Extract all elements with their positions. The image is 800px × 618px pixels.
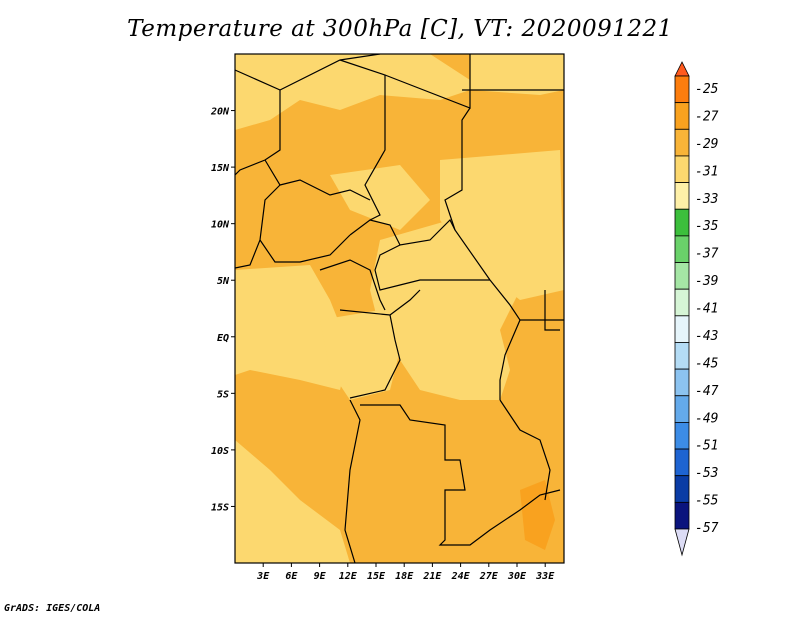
lon-tick-label: 12E xyxy=(339,571,358,582)
colorbar-segment xyxy=(674,75,690,104)
colorbar-label: -43 xyxy=(695,329,718,344)
colorbar-segment xyxy=(674,475,690,503)
lat-tick-label: 5S xyxy=(217,389,229,400)
colorbar-bottom-arrow xyxy=(674,528,690,557)
colorbar-segment xyxy=(674,262,690,290)
map-frame xyxy=(234,53,565,564)
lat-tick-label: 10N xyxy=(211,220,230,231)
lon-tick-label: 15E xyxy=(367,571,386,582)
lon-tick-label: 21E xyxy=(422,571,442,582)
colorbar-segment xyxy=(674,182,690,210)
colorbar-segment xyxy=(674,342,690,370)
colorbar-segment xyxy=(674,235,690,263)
colorbar-label: -35 xyxy=(695,219,719,234)
lon-tick-label: 9E xyxy=(314,571,327,582)
lat-tick-label: 15N xyxy=(211,163,230,174)
colorbar-label: -27 xyxy=(695,109,719,124)
colorbar-label: -31 xyxy=(695,164,718,179)
colorbar-label: -39 xyxy=(695,274,718,289)
longitude-axis: 3E 6E 9E 12E 15E 18E 21E 24E 27E 30E 33E xyxy=(256,563,555,582)
lon-tick-label: 30E xyxy=(507,571,527,582)
colorbar-segment xyxy=(674,288,690,317)
colorbar-segment xyxy=(674,155,690,183)
country-borders xyxy=(235,54,564,563)
colorbar-label: -41 xyxy=(695,302,718,317)
colorbar-label: -33 xyxy=(695,192,718,207)
lon-tick-label: 24E xyxy=(451,571,471,582)
colorbar-label: -47 xyxy=(695,384,719,399)
colorbar-label: -45 xyxy=(695,356,719,371)
colorbar-label: -53 xyxy=(695,466,718,481)
lon-tick-label: 33E xyxy=(535,571,555,582)
colorbar-label: -25 xyxy=(695,82,719,97)
colorbar-segment xyxy=(674,422,690,450)
colorbar-label: -29 xyxy=(695,137,718,152)
colorbar-segment xyxy=(674,128,690,157)
colorbar-segment xyxy=(674,448,690,477)
lon-tick-label: 27E xyxy=(479,571,499,582)
colorbar-segment xyxy=(674,102,690,130)
colorbar-top-arrow xyxy=(674,61,690,77)
colorbar-label: -57 xyxy=(695,521,719,536)
colorbar: -25 -27 -29 -31 -33 -35 -37 -39 -41 -43 -45 -47 -49 -… xyxy=(674,61,719,557)
colorbar-label: -49 xyxy=(695,411,718,426)
lat-tick-label: 15S xyxy=(211,502,229,513)
lon-tick-label: 3E xyxy=(256,571,270,582)
chart-title: Temperature at 300hPa [C], VT: 202009122… xyxy=(127,16,673,42)
colorbar-label: -37 xyxy=(695,247,719,262)
colorbar-segment xyxy=(674,368,690,397)
software-credit: GrADS: IGES/COLA xyxy=(4,603,101,614)
lon-tick-label: 18E xyxy=(395,571,414,582)
colorbar-segment xyxy=(674,315,690,343)
colorbar-segment xyxy=(674,501,690,530)
lat-tick-label: 20N xyxy=(210,107,230,118)
colorbar-segment xyxy=(674,208,690,237)
colorbar-label: -55 xyxy=(695,494,719,509)
colorbar-segment xyxy=(674,395,690,423)
lat-tick-label: 10S xyxy=(211,446,229,457)
colorbar-label: -51 xyxy=(695,439,718,454)
lon-tick-label: 6E xyxy=(285,571,298,582)
lat-tick-label: 5N xyxy=(217,276,230,287)
latitude-axis: 20N 15N 10N 5N EQ 5S 10S 15S xyxy=(210,107,235,513)
lat-tick-label: EQ xyxy=(217,333,229,344)
